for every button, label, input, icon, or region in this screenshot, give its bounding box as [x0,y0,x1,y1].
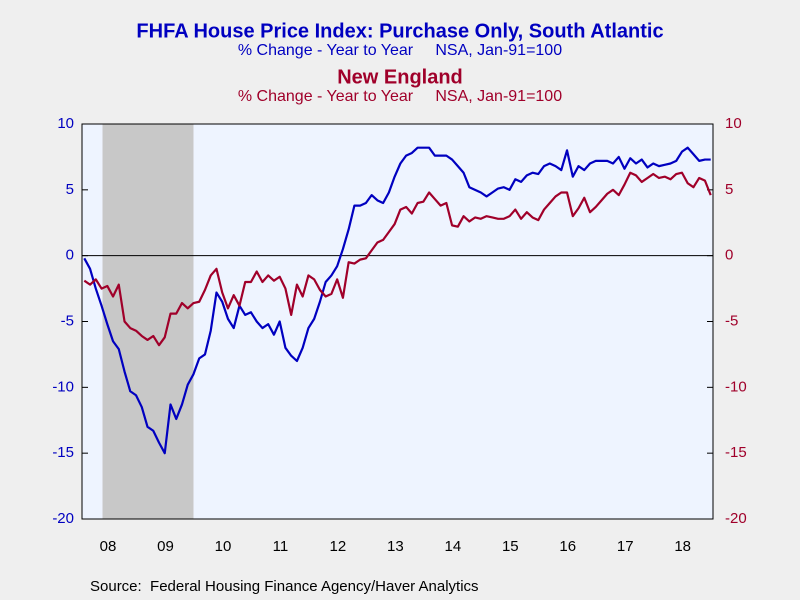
series-line [83,171,712,347]
y2-tick-label: 5 [725,181,733,198]
x-tick-label: 09 [157,538,174,555]
y-tick-label: 5 [66,181,74,198]
x-tick-label: 13 [387,538,404,555]
x-tick-label: 11 [273,538,289,555]
y2-tick-label: -20 [725,510,747,527]
y-tick-label: -10 [52,378,74,395]
x-tick-label: 12 [330,538,347,555]
y-tick-label: -5 [61,312,74,329]
y-tick-label: 0 [66,247,74,264]
x-tick-label: 16 [559,538,576,555]
x-tick-label: 18 [674,538,691,555]
x-tick-label: 08 [100,538,117,555]
chart-subtitle-2: % Change - Year to Year NSA, Jan-91=100 [238,88,562,105]
y2-tick-label: -15 [725,444,747,461]
plot-border [81,123,714,520]
chart-title: FHFA House Price Index: Purchase Only, S… [136,20,663,42]
y-tick-label: 10 [57,115,74,132]
y2-tick-label: 0 [725,247,733,264]
y-tick-label: -20 [52,510,74,527]
x-tick-label: 14 [444,538,461,555]
source-note: Source: Federal Housing Finance Agency/H… [90,578,479,595]
x-tick-label: 10 [215,538,232,555]
x-tick-label: 17 [617,538,634,555]
y2-tick-label: -5 [725,312,738,329]
chart-title-2: New England [337,66,463,88]
recession-shading [102,124,194,519]
chart-subtitle: % Change - Year to Year NSA, Jan-91=100 [238,42,562,59]
y-tick-label: -15 [52,444,74,461]
y2-tick-label: 10 [725,115,742,132]
series-line [83,146,711,455]
y2-tick-label: -10 [725,378,747,395]
x-tick-label: 15 [502,538,519,555]
